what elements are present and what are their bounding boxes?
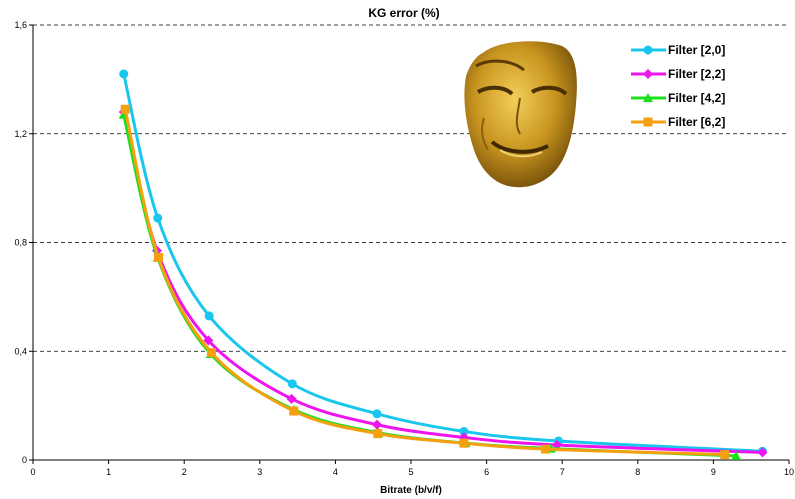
x-tick-label: 8 [635, 467, 640, 477]
series-line [122, 73, 763, 453]
legend-label: Filter [2,0] [668, 43, 725, 57]
gridlines [33, 24, 789, 352]
series [118, 69, 768, 460]
x-tick-label: 3 [257, 467, 262, 477]
y-tick-label: 0,4 [14, 346, 27, 356]
series-line [122, 114, 737, 458]
x-tick-label: 1 [106, 467, 111, 477]
data-point [720, 450, 730, 460]
x-tick-label: 4 [333, 467, 338, 477]
data-point [119, 69, 129, 79]
y-tick-label: 1,6 [14, 20, 27, 30]
legend-label: Filter [2,2] [668, 67, 725, 81]
y-tick-label: 0,8 [14, 238, 27, 248]
data-point [541, 444, 551, 454]
data-point [459, 438, 469, 448]
data-point [289, 406, 299, 416]
data-point [731, 450, 742, 460]
data-point [153, 252, 163, 262]
face-render-picture [464, 41, 577, 188]
x-tick-label: 0 [30, 467, 35, 477]
data-point [287, 379, 297, 389]
y-tick-label: 0 [22, 455, 27, 465]
legend-swatch-marker [643, 45, 653, 55]
legend: Filter [2,0] Filter [2,2] Filter [4,2] Filt… [631, 43, 725, 129]
series-3 [118, 109, 742, 460]
data-point [204, 311, 214, 321]
legend-entry: Filter [6,2] [631, 115, 725, 129]
legend-label: Filter [6,2] [668, 115, 725, 129]
x-tick-label: 10 [784, 467, 794, 477]
legend-label: Filter [4,2] [668, 91, 725, 105]
data-point [120, 104, 130, 114]
legend-entry: Filter [4,2] [631, 91, 725, 105]
series-line [122, 111, 763, 454]
data-point [459, 426, 469, 436]
series-line [123, 108, 725, 457]
x-tick-label: 5 [408, 467, 413, 477]
series-1 [119, 69, 768, 456]
legend-swatch-marker [643, 117, 653, 127]
x-tick-label: 7 [560, 467, 565, 477]
axes: 0 0,4 0,8 1,2 1,6 0 1 2 3 4 5 6 7 8 9 10 [14, 20, 794, 477]
data-point [372, 409, 382, 419]
x-axis-label: Bitrate (b/v/f) [380, 485, 442, 496]
x-tick-label: 6 [484, 467, 489, 477]
series-4 [120, 104, 730, 460]
chart-title: KG error (%) [368, 6, 439, 20]
series-2 [118, 107, 768, 458]
x-tick-label: 9 [711, 467, 716, 477]
legend-swatch-marker [643, 93, 653, 102]
data-point [203, 335, 214, 346]
legend-swatch-marker [643, 69, 653, 79]
x-tick-label: 2 [182, 467, 187, 477]
data-point [373, 429, 383, 439]
data-point [206, 348, 216, 358]
legend-entry: Filter [2,2] [631, 67, 725, 81]
data-point [371, 419, 382, 430]
data-point [757, 447, 768, 458]
data-point [286, 393, 297, 404]
legend-entry: Filter [2,0] [631, 43, 725, 57]
data-point [153, 213, 163, 223]
y-tick-label: 1,2 [14, 129, 27, 139]
